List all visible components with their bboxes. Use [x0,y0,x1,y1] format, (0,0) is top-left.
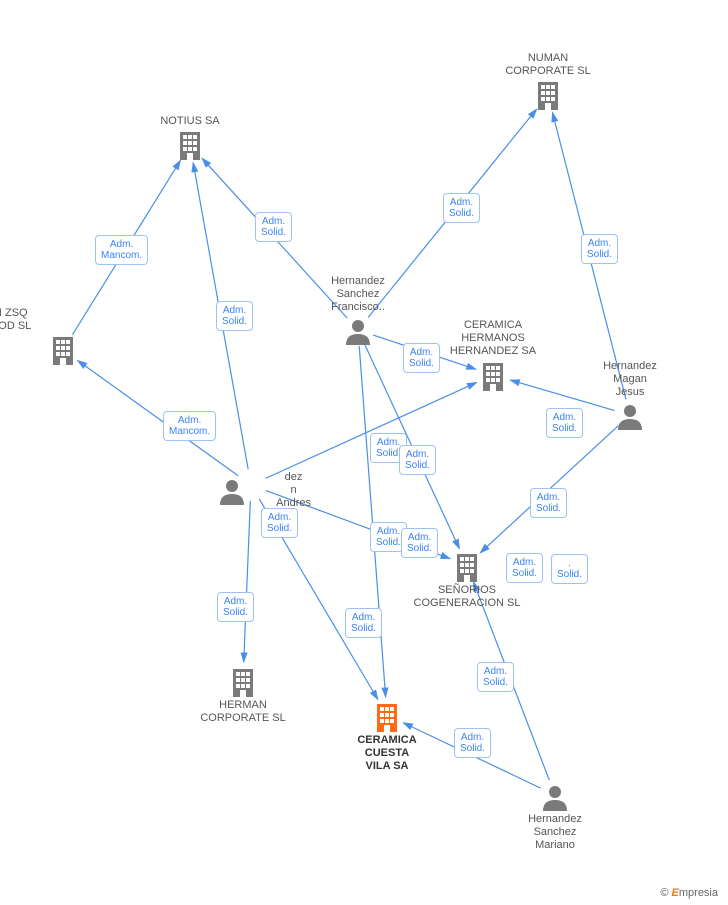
edge-andres-ceramh [266,382,477,478]
edge-label: Adm. Solid. [443,193,480,223]
edge-label: Adm. Solid. [401,528,438,558]
node-label: dez n Andres [276,471,311,511]
edge-label: Adm. Solid. [217,592,254,622]
edge-label: Adm. Solid. [345,608,382,638]
edge-label: Adm. Solid. [216,301,253,331]
node-label: CERAMICA CUESTA VILA SA [327,734,447,774]
node-label: NOTIUS SA [130,115,250,128]
edge-label: Adm. Solid. [399,445,436,475]
node-numan: NUMAN CORPORATE SL [488,52,608,112]
edge-label: Adm. Solid. [530,488,567,518]
node-notius: NOTIUS SA [130,115,250,162]
node-ccvila: CERAMICA CUESTA VILA SA [327,700,447,774]
node-cuizsq: CUI ZSQ FOOD SL [3,307,123,367]
node-label: NUMAN CORPORATE SL [488,52,608,78]
edge-label: Adm. Solid. [403,343,440,373]
edge-label: Adm. Solid. [477,662,514,692]
edge-label: Adm. Solid. [546,408,583,438]
edge-label: Adm. Solid. [506,553,543,583]
node-label: Hernandez Sanchez Francisco.. [298,275,418,315]
brand-rest: mpresia [679,887,718,899]
node-magan: Hernandez Magan Jesus [570,360,690,432]
node-ceramh: CERAMICA HERMANOS HERNANDEZ SA [433,319,553,393]
node-label: Hernandez Sanchez Mariano [495,813,615,853]
edge-label: Adm. Mancom. [163,411,216,441]
copyright-symbol: © [660,887,668,899]
node-herman: HERMAN CORPORATE SL [183,665,303,725]
node-label: CUI ZSQ FOOD SL [0,307,123,333]
node-label: Hernandez Magan Jesus [570,360,690,400]
edge-label: . Solid. [551,554,588,584]
edge-label: Adm. Solid. [581,234,618,264]
node-mariano: Hernandez Sanchez Mariano [495,781,615,853]
edge-label: Adm. Mancom. [95,235,148,265]
edge-label: Adm. Solid. [261,508,298,538]
edge-label: Adm. Solid. [255,212,292,242]
edge-label: Adm. Solid. [454,728,491,758]
node-hsf: Hernandez Sanchez Francisco.. [298,275,418,347]
node-andres: dez n Andres [191,471,311,511]
node-label: SEÑORIOS COGENERACION SL [407,584,527,610]
node-label: CERAMICA HERMANOS HERNANDEZ SA [433,319,553,359]
footer: © Empresia [660,887,718,899]
brand-initial: E [672,887,679,899]
edge-andres-herman [244,501,251,662]
node-label: HERMAN CORPORATE SL [183,699,303,725]
